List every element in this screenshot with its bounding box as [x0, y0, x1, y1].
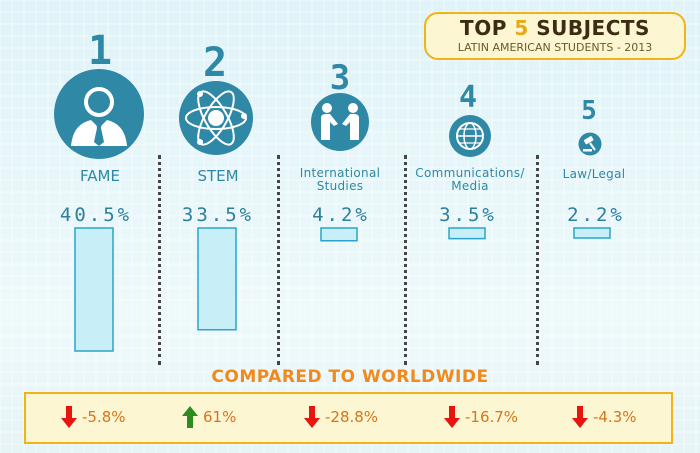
- rank-number: 5: [581, 96, 597, 126]
- category-label: FAME: [80, 167, 120, 185]
- arrow-down-icon: [61, 406, 77, 428]
- bar-2: [197, 227, 237, 331]
- comparison-title: COMPARED TO WORLDWIDE: [211, 367, 489, 387]
- column-divider: [158, 155, 161, 365]
- gavel-icon: [578, 132, 602, 156]
- arrow-down-icon: [572, 406, 588, 428]
- data-label: 2.2%: [567, 204, 625, 226]
- bar-1: [74, 227, 114, 352]
- title-suffix: SUBJECTS: [536, 16, 650, 40]
- comparison-value: -28.8%: [325, 408, 379, 426]
- bar-4: [448, 227, 486, 240]
- handshake-icon: [311, 93, 369, 151]
- title-number: 5: [514, 16, 529, 40]
- title-prefix: TOP: [460, 16, 507, 40]
- comparison-value: -5.8%: [82, 408, 126, 426]
- comparison-item: -16.7%: [443, 405, 518, 429]
- column-divider: [404, 155, 407, 365]
- chart-subtitle: LATIN AMERICAN STUDENTS - 2013: [457, 41, 653, 54]
- rank-number: 2: [202, 40, 228, 86]
- comparison-box: -5.8% 61% -28.8% -16.7% -4.3%: [24, 392, 673, 444]
- rank-number: 4: [458, 80, 478, 115]
- rank-number: 3: [329, 58, 351, 98]
- data-label: 33.5%: [181, 204, 255, 226]
- arrow-down-icon: [444, 406, 460, 428]
- comparison-item: -28.8%: [303, 405, 378, 429]
- data-label: 3.5%: [439, 204, 497, 226]
- column-divider: [277, 155, 280, 365]
- data-label: 40.5%: [59, 204, 133, 226]
- category-label: STEM: [197, 167, 239, 185]
- businessman-icon: [54, 69, 144, 159]
- chart-title: TOP 5 SUBJECTS: [426, 16, 684, 40]
- data-label: 4.2%: [312, 204, 370, 226]
- title-box: TOP 5 SUBJECTS LATIN AMERICAN STUDENTS -…: [424, 12, 686, 60]
- category-label: International Studies: [299, 166, 381, 193]
- comparison-value: 61%: [203, 408, 237, 426]
- arrow-down-icon: [304, 406, 320, 428]
- comparison-item: -4.3%: [571, 405, 637, 429]
- category-label: Communications/Media: [415, 166, 525, 193]
- comparison-item: 61%: [181, 405, 236, 429]
- column-divider: [536, 155, 539, 365]
- globe-network-icon: [449, 115, 491, 157]
- comparison-value: -16.7%: [465, 408, 519, 426]
- atom-icon: [179, 81, 253, 155]
- comparison-item: -5.8%: [60, 405, 126, 429]
- rank-number: 1: [87, 28, 113, 74]
- bar-3: [320, 227, 358, 242]
- arrow-up-icon: [182, 406, 198, 428]
- category-label: Law/Legal: [562, 167, 626, 181]
- comparison-value: -4.3%: [593, 408, 637, 426]
- bar-5: [573, 227, 611, 239]
